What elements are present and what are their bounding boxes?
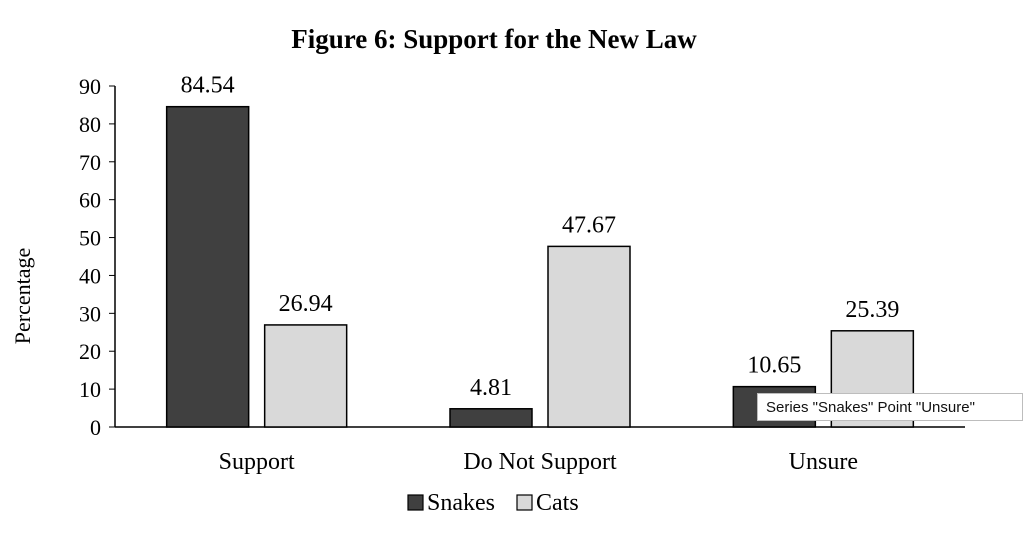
bar-snakes-1[interactable] [449,408,533,428]
y-tick-label: 10 [79,377,101,402]
chart-title: Figure 6: Support for the New Law [291,24,697,54]
y-axis-label: Percentage [10,248,35,345]
data-labels: 84.54 26.94 4.81 47.67 10.65 25.39 [181,73,900,401]
y-tick-label: 20 [79,339,101,364]
data-label: 84.54 [181,73,235,99]
category-label: Support [219,449,295,475]
y-tick-label: 90 [79,74,101,99]
bar-cats-1[interactable] [547,245,631,428]
y-tick-label: 60 [79,188,101,213]
legend-swatch-cats [516,494,533,511]
y-tick-label: 50 [79,226,101,251]
category-label: Unsure [789,449,858,475]
legend-label: Snakes [427,490,495,516]
y-axis-ticks: 0 10 20 30 40 50 60 70 80 90 [79,74,115,440]
category-labels: Support Do Not Support Unsure [219,449,858,475]
data-label: 25.39 [845,297,899,323]
data-label: 4.81 [470,375,512,401]
legend-swatch-snakes [407,494,424,511]
y-tick-label: 30 [79,301,101,326]
category-label: Do Not Support [463,449,617,475]
data-label: 10.65 [747,353,801,379]
y-tick-label: 40 [79,263,101,288]
y-tick-label: 0 [90,415,101,440]
legend-label: Cats [536,490,579,516]
chart-tooltip: Series "Snakes" Point "Unsure" [757,393,1023,421]
y-tick-label: 70 [79,150,101,175]
data-label: 47.67 [562,212,616,238]
y-tick-label: 80 [79,112,101,137]
legend: Snakes Cats [407,490,579,516]
bars [165,105,915,428]
bar-cats-0[interactable] [263,324,348,428]
data-label: 26.94 [279,291,333,317]
bar-snakes-0[interactable] [165,105,250,428]
